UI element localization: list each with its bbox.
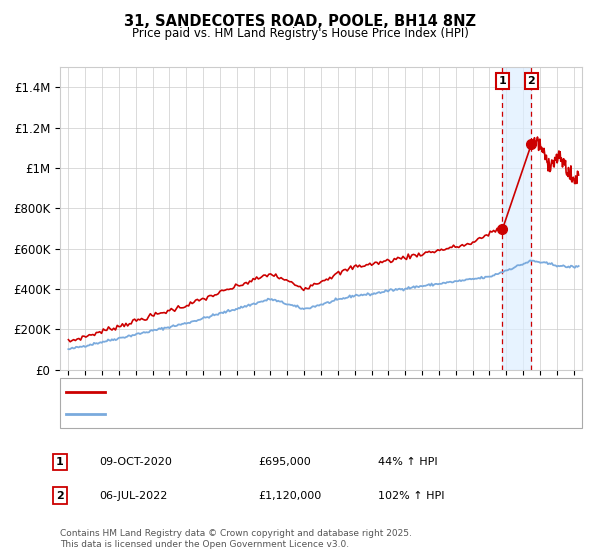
Text: 31, SANDECOTES ROAD, POOLE, BH14 8NZ: 31, SANDECOTES ROAD, POOLE, BH14 8NZ [124, 14, 476, 29]
Text: Contains HM Land Registry data © Crown copyright and database right 2025.
This d: Contains HM Land Registry data © Crown c… [60, 529, 412, 549]
Text: 09-OCT-2020: 09-OCT-2020 [99, 457, 172, 467]
Text: 1: 1 [499, 76, 506, 86]
Bar [502, 67, 532, 370]
Text: 44% ↑ HPI: 44% ↑ HPI [378, 457, 437, 467]
Text: 06-JUL-2022: 06-JUL-2022 [99, 491, 167, 501]
Text: £695,000: £695,000 [258, 457, 311, 467]
Text: 1: 1 [56, 457, 64, 467]
Text: 2: 2 [56, 491, 64, 501]
Text: HPI: Average price, detached house, Bournemouth Christchurch and Poole: HPI: Average price, detached house, Bour… [111, 409, 526, 419]
Text: 2: 2 [527, 76, 535, 86]
Text: £1,120,000: £1,120,000 [258, 491, 321, 501]
Text: Price paid vs. HM Land Registry's House Price Index (HPI): Price paid vs. HM Land Registry's House … [131, 27, 469, 40]
Text: 102% ↑ HPI: 102% ↑ HPI [378, 491, 445, 501]
Text: 31, SANDECOTES ROAD, POOLE, BH14 8NZ (detached house): 31, SANDECOTES ROAD, POOLE, BH14 8NZ (de… [111, 387, 454, 397]
